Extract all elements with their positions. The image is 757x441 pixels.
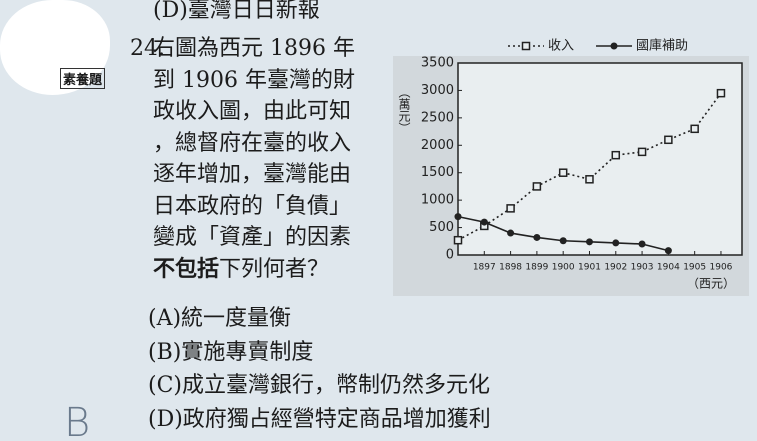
text: 下列何者？ [219, 257, 330, 282]
y-axis-label: （萬元） [397, 86, 411, 134]
point [453, 235, 463, 245]
x-tick-label: 1900 [552, 263, 575, 273]
y-tick-label: 3500 [421, 56, 454, 71]
option: (B)實施專賣制度 [148, 339, 314, 365]
legend-marker [610, 42, 618, 50]
point [533, 233, 541, 241]
y-tick-label: 3000 [421, 83, 454, 98]
question-line: 右圖為西元 1896 年 [153, 36, 355, 61]
x-tick-label: 1902 [604, 263, 627, 273]
question-number: 24. [130, 36, 165, 61]
point [558, 168, 568, 177]
handwritten-answer: B [64, 400, 91, 441]
x-tick-label: 1898 [499, 263, 522, 273]
point [480, 218, 488, 226]
point [638, 240, 646, 248]
point [585, 238, 593, 246]
x-tick-label: 1905 [683, 263, 706, 273]
y-tick-label: 1500 [421, 165, 454, 180]
point [664, 135, 673, 145]
question-line: 變成「資產」的因素 [153, 225, 352, 250]
x-tick-label: 1897 [473, 263, 496, 273]
previous-option: (D)臺灣日日新報 [153, 0, 320, 23]
legend-marker [521, 41, 531, 51]
point [454, 213, 462, 221]
x-tick-label: 1903 [631, 263, 654, 273]
option: (C)成立臺灣銀行，幣制仍然多元化 [148, 373, 491, 398]
question-line: 日本政府的「負債」 [153, 193, 352, 219]
question-line: ，總督府在臺的收入 [153, 130, 352, 156]
point [664, 247, 672, 255]
series-line [457, 92, 722, 241]
x-axis-label: （西元） [687, 277, 735, 291]
x-tick-label: 1899 [525, 263, 548, 273]
y-tick-label: 500 [429, 220, 454, 235]
option: (A)統一度量衡 [148, 306, 292, 331]
emphasis: 不包括 [153, 256, 220, 282]
question-line: 逐年增加，臺灣能由 [153, 162, 352, 187]
point [559, 237, 567, 245]
point [611, 150, 621, 160]
question-line: 政收入圖，由此可知 [153, 99, 352, 124]
y-tick-label: 1000 [421, 193, 454, 208]
point [690, 124, 699, 134]
question-last-line: 不包括下列何者？ [153, 258, 329, 281]
legend-label: 國庫補助 [636, 39, 688, 54]
plot-area [457, 62, 743, 256]
point [532, 182, 542, 191]
option: (D)政府獨占經營特定商品增加獲利 [148, 406, 491, 432]
x-tick-label: 1904 [657, 263, 680, 273]
y-tick-label: 2500 [421, 110, 454, 125]
point [612, 239, 620, 247]
blot [0, 0, 110, 95]
point [585, 175, 594, 184]
point [637, 147, 647, 157]
legend-label: 收入 [548, 39, 574, 54]
question-line: 到 1906 年臺灣的財 [153, 67, 355, 93]
y-tick-label: 0 [446, 248, 454, 263]
point [507, 229, 515, 237]
point [716, 88, 726, 98]
question-tag: 素養題 [60, 68, 106, 89]
x-tick-label: 1906 [710, 263, 733, 273]
point [506, 204, 515, 213]
y-tick-label: 2000 [421, 138, 454, 153]
x-tick-label: 1901 [578, 263, 601, 273]
